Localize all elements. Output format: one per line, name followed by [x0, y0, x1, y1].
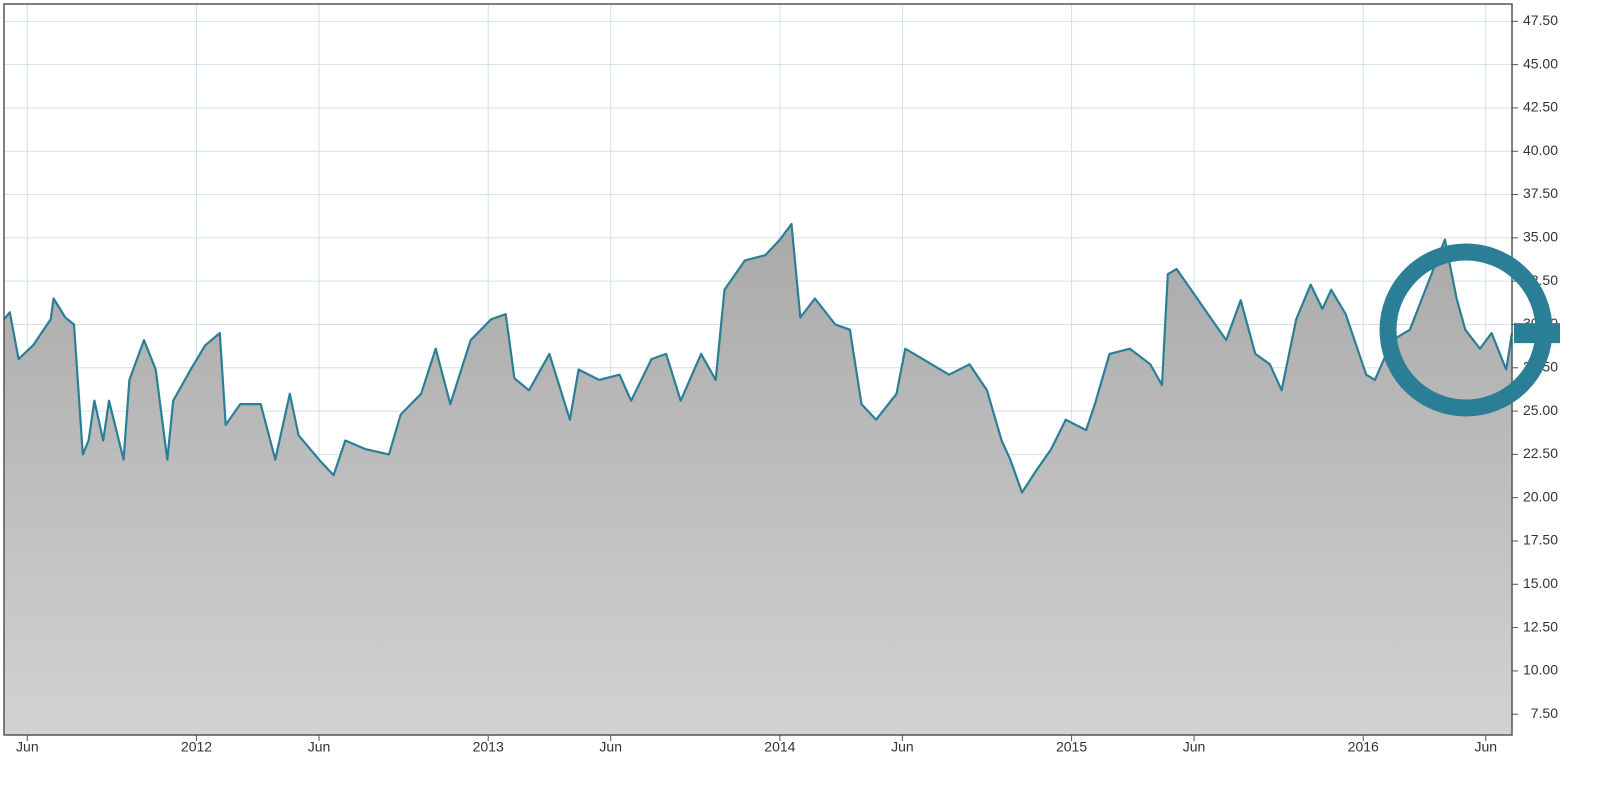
x-tick-label: Jun [1183, 739, 1206, 755]
y-tick-label: 17.50 [1523, 532, 1558, 548]
x-tick-label: Jun [599, 739, 622, 755]
y-tick-label: 7.50 [1531, 705, 1558, 721]
y-tick-label: 15.00 [1523, 575, 1558, 591]
plot [3, 222, 1514, 735]
y-tick-label: 10.00 [1523, 662, 1558, 678]
x-tick-label: 2015 [1056, 739, 1087, 755]
y-tick-label: 22.50 [1523, 445, 1558, 461]
x-tick-label: 2014 [764, 739, 795, 755]
x-tick-label: Jun [1474, 739, 1497, 755]
x-tick-label: Jun [16, 739, 39, 755]
x-tick-label: Jun [308, 739, 331, 755]
y-tick-label: 42.50 [1523, 99, 1558, 115]
x-tick-label: 2016 [1348, 739, 1379, 755]
price-line [3, 222, 1514, 494]
y-tick-label: 45.00 [1523, 55, 1558, 71]
y-tick-label: 12.50 [1523, 618, 1558, 634]
highlight-circle [1379, 243, 1553, 417]
x-tick-label: Jun [891, 739, 914, 755]
y-tick-label: 47.50 [1523, 12, 1558, 28]
y-tick-label: 35.00 [1523, 229, 1558, 245]
plot-border [3, 3, 1513, 736]
x-tick-label: 2013 [473, 739, 504, 755]
y-tick-label: 40.00 [1523, 142, 1558, 158]
y-tick-label: 25.00 [1523, 402, 1558, 418]
y-tick-label: 37.50 [1523, 185, 1558, 201]
area [4, 224, 1512, 735]
y-tick-label: 20.00 [1523, 488, 1558, 504]
x-tick-label: 2012 [181, 739, 212, 755]
